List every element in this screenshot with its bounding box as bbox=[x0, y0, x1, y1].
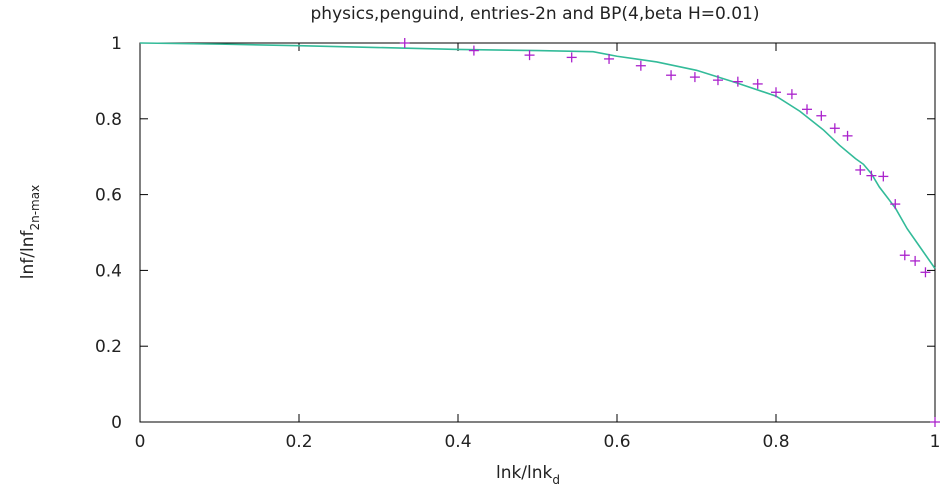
data-point bbox=[866, 170, 877, 181]
x-tick-label: 1 bbox=[930, 432, 941, 452]
x-tick-label: 0.4 bbox=[444, 432, 471, 452]
tick-labels: 0 0.2 0.4 0.6 0.8 1 0 0.2 0.4 0.6 0.8 1 bbox=[95, 34, 940, 452]
y-tick-label: 0.8 bbox=[95, 110, 122, 130]
y-tick-label: 0.2 bbox=[95, 337, 122, 357]
x-tick-label: 0.8 bbox=[762, 432, 789, 452]
data-point bbox=[604, 53, 615, 64]
data-point bbox=[566, 52, 577, 63]
series-line bbox=[139, 42, 936, 269]
data-point bbox=[816, 110, 827, 121]
x-tick-label: 0.6 bbox=[603, 432, 630, 452]
y-tick-label: 0.4 bbox=[95, 261, 122, 281]
data-point bbox=[910, 255, 921, 266]
data-point bbox=[829, 123, 840, 134]
data-point bbox=[802, 104, 813, 115]
y-tick-label: 1 bbox=[111, 34, 122, 54]
data-point bbox=[930, 417, 940, 427]
data-point bbox=[890, 199, 901, 210]
data-point bbox=[524, 50, 535, 61]
data-point bbox=[920, 267, 931, 278]
x-axis-label: lnk/lnkd bbox=[496, 463, 560, 487]
data-point bbox=[842, 130, 853, 141]
data-point bbox=[786, 89, 797, 100]
data-point bbox=[732, 76, 743, 87]
data-point bbox=[712, 75, 723, 86]
data-point bbox=[878, 171, 889, 182]
data-point bbox=[399, 38, 410, 48]
data-point bbox=[771, 87, 781, 98]
x-tick-label: 0 bbox=[135, 432, 146, 452]
y-tick-label: 0.6 bbox=[95, 186, 122, 206]
data-point bbox=[855, 164, 866, 175]
y-axis-label-main: lnf/lnf bbox=[18, 230, 38, 280]
data-point bbox=[689, 72, 700, 83]
series-markers bbox=[399, 38, 940, 427]
axis-ticks bbox=[139, 42, 936, 423]
data-point bbox=[899, 250, 910, 261]
x-axis-label-main: lnk/lnk bbox=[496, 463, 553, 483]
data-point bbox=[635, 60, 646, 71]
plot-area bbox=[139, 42, 936, 423]
data-point bbox=[752, 78, 763, 89]
y-axis-label-sub: 2n-max bbox=[28, 185, 42, 231]
data-point bbox=[468, 45, 479, 56]
x-axis-label-sub: d bbox=[552, 473, 560, 487]
chart-title: physics,penguind, entries-2n and BP(4,be… bbox=[311, 4, 760, 24]
data-point bbox=[666, 70, 677, 81]
y-axis-label: lnf/lnf2n-max bbox=[18, 185, 42, 279]
x-tick-label: 0.2 bbox=[285, 432, 312, 452]
y-tick-label: 0 bbox=[111, 413, 122, 433]
